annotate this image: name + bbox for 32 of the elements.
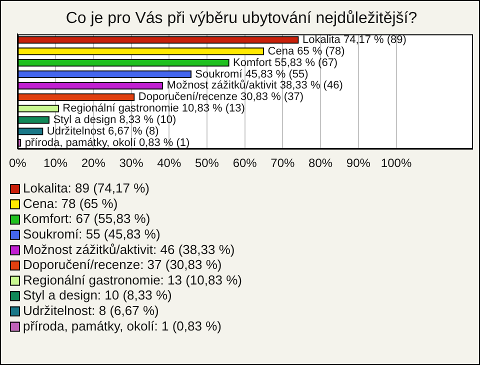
data-label: Možnost zážitků/aktivit 38,33 % (46) [166,80,343,92]
legend-label: Udržitelnost: 8 (6,67 %) [23,302,159,318]
legend-label: Styl a design: 10 (8,33 %) [23,288,172,303]
x-tick-label: 80% [308,156,333,170]
legend-label: Cena: 78 (65 %) [23,196,118,211]
data-label: Regionální gastronomie 10,83 % (13) [62,102,245,115]
data-label: Styl a design 8,33 % (10) [53,114,176,126]
x-tick-label: 40% [157,156,182,170]
x-tick-label: 60% [232,156,258,170]
x-tick-label: 100% [380,156,412,170]
data-label: Cena 65 % (78) [268,45,345,58]
x-tick-label: 30% [119,156,144,170]
x-tick-label: 90% [346,156,371,170]
legend-label: Regionální gastronomie: 13 (10,83 %) [23,272,242,288]
x-tick-label: 0% [9,156,27,170]
legend-label: Komfort: 67 (55,83 %) [23,211,150,226]
chart-title: Co je pro Vás při výběru ubytování nejdůležitější? [66,10,418,28]
legend-label: příroda, památky, okolí: 1 (0,83 %) [23,318,222,334]
legend-label: Lokalita: 89 (74,17 %) [23,180,150,196]
data-label: Doporučení/recenze 30,83 % (37) [138,91,304,104]
data-label: Lokalita 74,17 % (89) [302,34,406,46]
data-label: Udržitelnost 6,67 % (8) [46,125,159,138]
legend-label: Možnost zážitků/aktivit: 46 (38,33 %) [23,242,235,257]
x-tick-label: 20% [81,156,106,170]
data-label: Soukromí 45,83 % (55) [195,68,308,80]
x-tick-label: 10% [44,156,68,170]
x-tick-label: 70% [270,156,296,170]
data-label: příroda, památky, okolí 0,83 % (1) [24,136,190,149]
data-label: Komfort 55,83 % (67) [233,56,338,69]
legend-label: Doporučení/recenze: 37 (30,83 %) [23,257,222,272]
legend-label: Soukromí: 55 (45,83 %) [23,226,160,242]
x-tick-label: 50% [194,156,220,170]
